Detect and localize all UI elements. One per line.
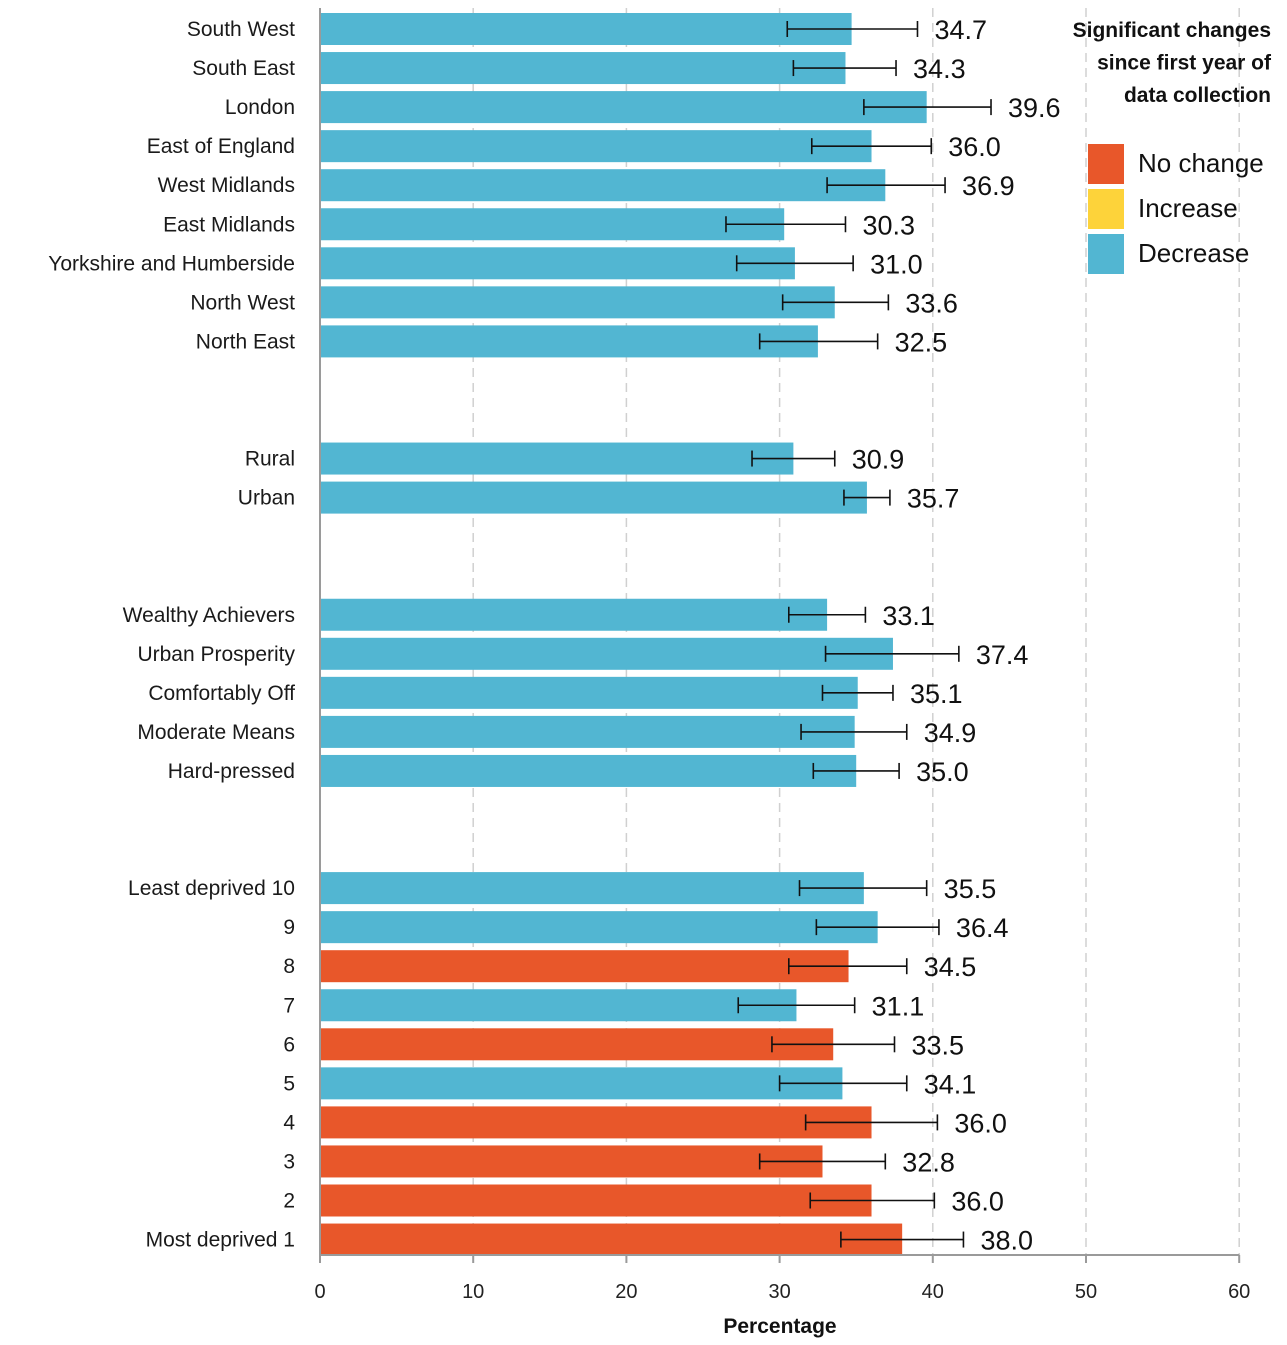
data-label: 39.6 <box>1008 93 1061 123</box>
data-label: 37.4 <box>976 640 1029 670</box>
legend-label: Decrease <box>1138 238 1249 268</box>
bar <box>320 1145 823 1178</box>
bar <box>320 950 849 983</box>
category-label: South East <box>192 57 295 80</box>
axes: 0 10 20 30 40 50 60 <box>314 8 1250 1303</box>
bar <box>320 754 857 787</box>
bar <box>320 1106 872 1139</box>
x-tick-label: 40 <box>922 1281 944 1303</box>
bar <box>320 676 858 709</box>
x-tick-label: 20 <box>615 1281 637 1303</box>
data-label: 36.4 <box>956 913 1009 943</box>
category-label: North East <box>196 330 295 353</box>
bar <box>320 91 927 124</box>
data-label: 36.9 <box>962 171 1015 201</box>
category-label: Least deprived 10 <box>128 877 295 900</box>
bar <box>320 872 864 905</box>
bar <box>320 1223 903 1256</box>
x-tick-label: 50 <box>1075 1281 1097 1303</box>
legend-title: data collection <box>1124 84 1271 107</box>
data-label: 36.0 <box>954 1108 1007 1138</box>
category-label: Wealthy Achievers <box>123 604 295 627</box>
category-label: Moderate Means <box>137 721 295 744</box>
bar <box>320 989 797 1022</box>
bar <box>320 169 886 202</box>
category-label: London <box>225 96 295 119</box>
data-label: 34.3 <box>913 54 966 84</box>
bar <box>320 13 852 45</box>
category-label: 9 <box>283 916 295 939</box>
legend-swatch <box>1088 234 1124 274</box>
bar <box>320 130 872 163</box>
category-label: Most deprived 1 <box>146 1229 295 1252</box>
x-tick-label: 60 <box>1228 1281 1250 1303</box>
bar <box>320 52 846 85</box>
category-label: North West <box>190 291 295 314</box>
data-label: 35.7 <box>907 484 960 514</box>
data-label: 34.7 <box>934 15 987 45</box>
data-label: 35.1 <box>910 679 963 709</box>
category-label: Yorkshire and Humberside <box>48 252 295 275</box>
category-label: Hard-pressed <box>168 760 295 783</box>
x-axis-title: Percentage <box>723 1315 836 1338</box>
category-label: East Midlands <box>163 213 295 236</box>
data-label: 35.5 <box>944 874 997 904</box>
category-label: 5 <box>283 1072 295 1095</box>
data-label: 36.0 <box>948 132 1001 162</box>
data-label: 33.5 <box>912 1030 965 1060</box>
category-label: 3 <box>283 1150 295 1173</box>
bar <box>320 715 855 748</box>
category-label: Urban <box>238 487 295 510</box>
data-label: 33.6 <box>905 288 958 318</box>
data-label: 35.0 <box>916 757 969 787</box>
legend: Significant changes since first year of da… <box>1073 19 1272 274</box>
bar <box>320 325 818 358</box>
bar <box>320 598 828 631</box>
bar <box>320 286 835 319</box>
bar <box>320 911 878 944</box>
x-tick-label: 10 <box>462 1281 484 1303</box>
category-label: 2 <box>283 1190 295 1213</box>
category-label: 6 <box>283 1033 295 1056</box>
data-label: 36.0 <box>951 1187 1004 1217</box>
data-label: 33.1 <box>882 601 935 631</box>
data-label: 32.8 <box>902 1147 955 1177</box>
category-label: South West <box>187 18 295 41</box>
legend-label: No change <box>1138 148 1264 178</box>
legend-label: Increase <box>1138 193 1238 223</box>
category-label: 8 <box>283 955 295 978</box>
category-label: 7 <box>283 994 295 1017</box>
data-label: 31.1 <box>872 991 925 1021</box>
bar <box>320 1184 872 1217</box>
data-label: 34.1 <box>924 1069 977 1099</box>
bar <box>320 1028 834 1061</box>
legend-swatch <box>1088 189 1124 229</box>
legend-swatch <box>1088 144 1124 184</box>
data-label: 34.9 <box>924 718 977 748</box>
category-label: Rural <box>245 448 295 471</box>
category-label: Comfortably Off <box>148 682 295 705</box>
bar <box>320 481 867 514</box>
x-tick-label: 30 <box>768 1281 790 1303</box>
x-tick-label: 0 <box>314 1281 325 1303</box>
category-label: 4 <box>283 1111 295 1134</box>
bar <box>320 208 785 241</box>
category-label: Urban Prosperity <box>137 643 295 666</box>
data-label: 32.5 <box>895 327 948 357</box>
data-label: 30.3 <box>862 210 915 240</box>
category-label: West Midlands <box>158 174 295 197</box>
bar <box>320 637 893 670</box>
bar <box>320 1067 843 1100</box>
legend-title: since first year of <box>1097 52 1272 75</box>
bar <box>320 247 795 280</box>
bar <box>320 442 794 475</box>
data-label: 30.9 <box>852 445 905 475</box>
data-label: 34.5 <box>924 952 977 982</box>
legend-title: Significant changes <box>1073 19 1271 42</box>
category-label: East of England <box>147 135 295 158</box>
data-label: 38.0 <box>980 1226 1033 1256</box>
data-label: 31.0 <box>870 249 923 279</box>
